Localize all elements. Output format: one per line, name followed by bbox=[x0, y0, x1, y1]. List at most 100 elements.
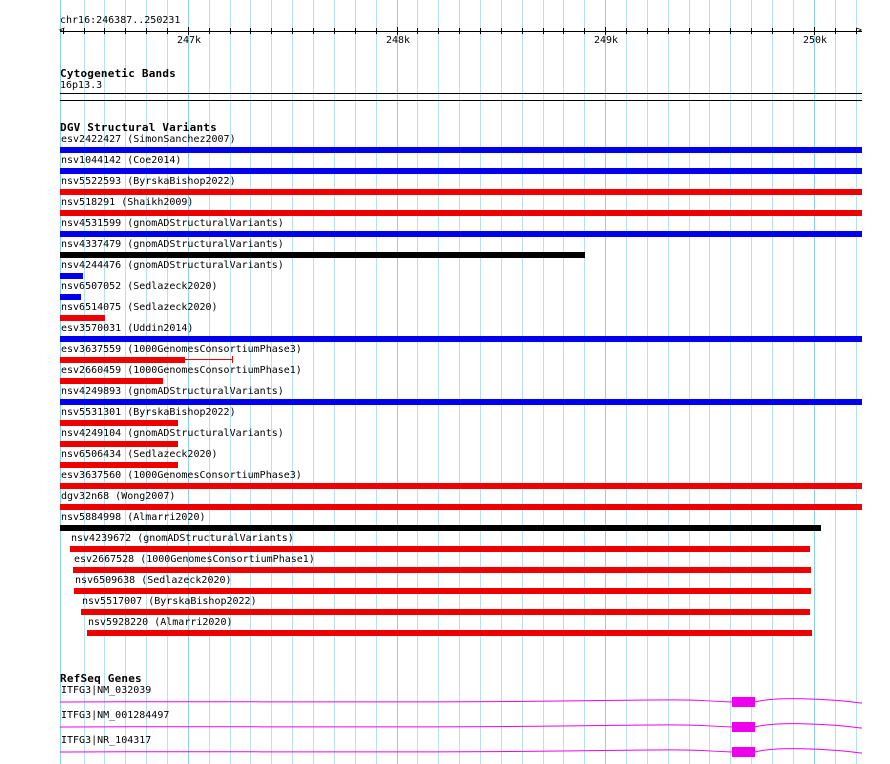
dgv-feature-label[interactable]: nsv6514075 (Sedlazeck2020) bbox=[61, 302, 218, 313]
dgv-feature-bar[interactable] bbox=[60, 462, 178, 468]
dgv-feature-label[interactable]: esv2422427 (SimonSanchez2007) bbox=[61, 134, 236, 145]
dgv-feature-bar[interactable] bbox=[60, 210, 862, 216]
dgv-feature-bar[interactable] bbox=[87, 630, 812, 636]
dgv-feature-label[interactable]: nsv4239672 (gnomADStructuralVariants) bbox=[71, 533, 294, 544]
dgv-feature-bar[interactable] bbox=[60, 273, 83, 279]
dgv-feature-bar[interactable] bbox=[60, 483, 862, 489]
dgv-feature-label[interactable]: nsv4244476 (gnomADStructuralVariants) bbox=[61, 260, 284, 271]
ruler-tick bbox=[376, 28, 377, 34]
grid-line bbox=[230, 0, 231, 764]
refseq-exon-box[interactable] bbox=[732, 747, 755, 757]
dgv-feature-bar[interactable] bbox=[60, 147, 862, 153]
dgv-feature-bar[interactable] bbox=[60, 315, 105, 321]
refseq-gene-label[interactable]: ITFG3|NM_032039 bbox=[61, 685, 152, 696]
ruler-tick bbox=[84, 28, 85, 34]
dgv-feature-bar[interactable] bbox=[60, 525, 821, 531]
ruler-tick bbox=[668, 28, 669, 34]
grid-line bbox=[397, 0, 398, 764]
grid-line bbox=[689, 0, 690, 764]
ruler-tick bbox=[355, 28, 356, 34]
ruler-tick bbox=[292, 28, 293, 34]
dgv-feature-bar[interactable] bbox=[60, 399, 862, 405]
dgv-feature-bar[interactable] bbox=[70, 546, 810, 552]
dgv-feature-bar[interactable] bbox=[60, 504, 862, 510]
dgv-feature-label[interactable]: nsv5517007 (ByrskaBishop2022) bbox=[82, 596, 257, 607]
grid-line bbox=[772, 0, 773, 764]
grid-line bbox=[355, 0, 356, 764]
refseq-gene-label[interactable]: ITFG3|NR_104317 bbox=[61, 735, 152, 746]
dgv-feature-label[interactable]: nsv6509638 (Sedlazeck2020) bbox=[75, 575, 232, 586]
grid-line bbox=[188, 0, 189, 764]
dgv-feature-label[interactable]: esv3637559 (1000GenomesConsortiumPhase3) bbox=[61, 344, 302, 355]
region-label: chr16:246387..250231 bbox=[60, 15, 181, 26]
ruler-tick bbox=[793, 28, 794, 34]
dgv-feature-bar[interactable] bbox=[60, 357, 185, 363]
dgv-feature-bar[interactable] bbox=[73, 567, 811, 573]
ruler-tick-label: 248k bbox=[386, 35, 411, 46]
grid-line bbox=[835, 0, 836, 764]
grid-line bbox=[543, 0, 544, 764]
refseq-exon-box[interactable] bbox=[732, 697, 755, 707]
ruler-tick-label: 247k bbox=[177, 35, 202, 46]
ruler-tick bbox=[209, 28, 210, 34]
ruler-tick bbox=[146, 28, 147, 34]
grid-line bbox=[313, 0, 314, 764]
dgv-feature-label[interactable]: nsv4337479 (gnomADStructuralVariants) bbox=[61, 239, 284, 250]
dgv-feature-bar[interactable] bbox=[60, 168, 862, 174]
dgv-feature-label[interactable]: nsv4531599 (gnomADStructuralVariants) bbox=[61, 218, 284, 229]
ruler-tick bbox=[501, 28, 502, 34]
ruler-tick bbox=[835, 28, 836, 34]
ruler-tick bbox=[543, 28, 544, 34]
refseq-gene-model[interactable] bbox=[0, 717, 890, 737]
dgv-feature-label[interactable]: nsv6507052 (Sedlazeck2020) bbox=[61, 281, 218, 292]
ruler-tick bbox=[480, 28, 481, 34]
dgv-feature-label[interactable]: nsv5928220 (Almarri2020) bbox=[88, 617, 233, 628]
grid-line bbox=[563, 0, 564, 764]
refseq-exon-box[interactable] bbox=[732, 722, 755, 732]
dgv-feature-label[interactable]: nsv6506434 (Sedlazeck2020) bbox=[61, 449, 218, 460]
dgv-feature-label[interactable]: nsv4249893 (gnomADStructuralVariants) bbox=[61, 386, 284, 397]
ruler-tick bbox=[230, 28, 231, 34]
dgv-feature-label[interactable]: nsv4249104 (gnomADStructuralVariants) bbox=[61, 428, 284, 439]
cytoband-label[interactable]: 16p13.3 bbox=[60, 80, 103, 91]
dgv-feature-bar[interactable] bbox=[60, 378, 163, 384]
ruler-right-arrow-icon: > bbox=[856, 25, 863, 36]
dgv-feature-end-cap bbox=[232, 356, 233, 363]
ruler-tick bbox=[271, 28, 272, 34]
dgv-feature-bar[interactable] bbox=[60, 252, 585, 258]
dgv-feature-label[interactable]: esv3570031 (Uddin2014) bbox=[61, 323, 194, 334]
refseq-gene-label[interactable]: ITFG3|NM_001284497 bbox=[61, 710, 170, 721]
grid-line bbox=[292, 0, 293, 764]
dgv-feature-label[interactable]: dgv32n68 (Wong2007) bbox=[61, 491, 176, 502]
dgv-feature-bar[interactable] bbox=[60, 441, 178, 447]
refseq-gene-model[interactable] bbox=[0, 692, 890, 712]
dgv-feature-label[interactable]: esv2660459 (1000GenomesConsortiumPhase1) bbox=[61, 365, 302, 376]
ruler-tick bbox=[605, 27, 606, 35]
dgv-feature-label[interactable]: nsv5522593 (ByrskaBishop2022) bbox=[61, 176, 236, 187]
dgv-feature-label[interactable]: nsv1044142 (Coe2014) bbox=[61, 155, 182, 166]
ruler-tick bbox=[313, 28, 314, 34]
dgv-feature-bar[interactable] bbox=[60, 189, 862, 195]
dgv-feature-label[interactable]: esv3637560 (1000GenomesConsortiumPhase3) bbox=[61, 470, 302, 481]
grid-line bbox=[751, 0, 752, 764]
dgv-feature-bar[interactable] bbox=[60, 336, 862, 342]
dgv-feature-bar[interactable] bbox=[74, 588, 811, 594]
ruler-tick bbox=[250, 28, 251, 34]
ruler-tick bbox=[626, 28, 627, 34]
dgv-feature-label[interactable]: nsv5884998 (Almarri2020) bbox=[61, 512, 206, 523]
dgv-feature-bar[interactable] bbox=[60, 231, 862, 237]
ruler-tick bbox=[125, 28, 126, 34]
dgv-feature-bar[interactable] bbox=[81, 609, 810, 615]
ruler-tick bbox=[563, 28, 564, 34]
dgv-feature-label[interactable]: esv2667528 (1000GenomesConsortiumPhase1) bbox=[74, 554, 315, 565]
ruler-tick bbox=[856, 28, 857, 34]
dgv-feature-bar[interactable] bbox=[60, 294, 81, 300]
refseq-gene-model[interactable] bbox=[0, 742, 890, 762]
dgv-feature-bar[interactable] bbox=[60, 420, 178, 426]
grid-line bbox=[480, 0, 481, 764]
ruler-tick bbox=[63, 28, 64, 34]
cytoband-line-bottom bbox=[60, 100, 862, 101]
dgv-feature-label[interactable]: nsv5531301 (ByrskaBishop2022) bbox=[61, 407, 236, 418]
dgv-feature-label[interactable]: nsv518291 (Shaikh2009) bbox=[61, 197, 194, 208]
grid-line bbox=[814, 0, 815, 764]
